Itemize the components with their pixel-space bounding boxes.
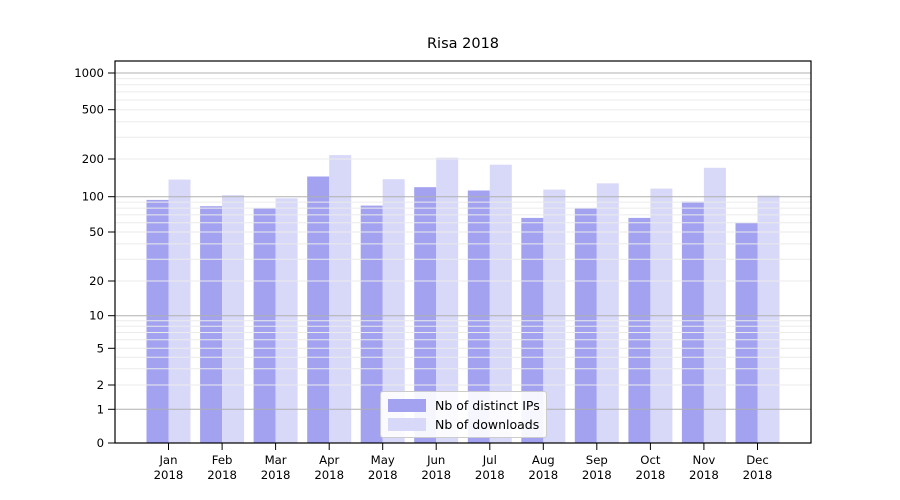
y-tick-label: 0 <box>97 436 104 450</box>
x-tick-label-year: 2018 <box>261 468 291 482</box>
bar-nb-of-distinct-ips-feb <box>200 206 223 443</box>
chart-title: Risa 2018 <box>426 36 500 52</box>
x-tick-label-month: Feb <box>212 453 233 467</box>
legend-swatch-distinct-ips <box>388 398 426 412</box>
bar-nb-of-distinct-ips-nov <box>681 201 704 443</box>
legend-swatch-downloads <box>388 417 426 431</box>
y-tick-label: 2 <box>97 378 104 392</box>
bar-nb-of-downloads-jan <box>168 179 191 443</box>
bar-nb-of-distinct-ips-mar <box>253 208 276 443</box>
x-tick-label-year: 2018 <box>689 468 719 482</box>
bar-nb-of-downloads-nov <box>703 167 726 444</box>
x-tick-label-year: 2018 <box>368 468 398 482</box>
x-tick-label-month: Jun <box>426 453 445 467</box>
x-tick-label-month: Aug <box>532 453 555 467</box>
x-tick-label-month: Nov <box>692 453 715 467</box>
bar-nb-of-distinct-ips-jan <box>146 199 169 443</box>
y-tick-label: 500 <box>82 103 104 117</box>
legend-item-distinct-ips: Nb of distinct IPs <box>388 397 540 413</box>
bar-nb-of-distinct-ips-sep <box>574 208 597 443</box>
x-tick-label-year: 2018 <box>154 468 184 482</box>
bar-nb-of-downloads-dec <box>757 195 780 443</box>
x-tick-label-month: Jul <box>482 453 497 467</box>
x-tick-label-month: Oct <box>640 453 661 467</box>
bar-nb-of-distinct-ips-may <box>360 205 383 443</box>
bar-nb-of-downloads-jul <box>489 164 512 443</box>
y-tick-label: 1000 <box>74 66 104 80</box>
y-tick-label: 1 <box>97 402 104 416</box>
x-tick-label-month: Mar <box>265 453 287 467</box>
x-tick-label-month: Dec <box>746 453 769 467</box>
x-tick-label-year: 2018 <box>582 468 612 482</box>
bar-nb-of-downloads-may <box>382 179 405 443</box>
y-tick-label: 50 <box>89 225 104 239</box>
x-tick-label-year: 2018 <box>421 468 451 482</box>
x-tick-label-year: 2018 <box>314 468 344 482</box>
x-tick-label-year: 2018 <box>475 468 505 482</box>
bar-nb-of-downloads-sep <box>596 183 619 444</box>
bar-nb-of-distinct-ips-oct <box>628 217 651 443</box>
x-tick-label-month: Jan <box>158 453 177 467</box>
y-tick-label: 200 <box>82 152 104 166</box>
bar-nb-of-distinct-ips-aug <box>521 217 544 443</box>
x-tick-label-year: 2018 <box>636 468 666 482</box>
y-tick-label: 100 <box>82 190 104 204</box>
x-tick-label-month: Sep <box>586 453 608 467</box>
bar-nb-of-distinct-ips-apr <box>307 176 330 443</box>
legend-label-distinct-ips: Nb of distinct IPs <box>435 397 540 413</box>
y-tick-label: 10 <box>89 309 104 323</box>
bar-nb-of-distinct-ips-jun <box>414 187 437 443</box>
x-tick-label-year: 2018 <box>207 468 237 482</box>
bar-nb-of-downloads-jun <box>436 157 459 443</box>
bar-nb-of-downloads-aug <box>543 189 566 443</box>
y-tick-label: 20 <box>89 274 104 288</box>
x-tick-label-year: 2018 <box>743 468 773 482</box>
y-tick-label: 5 <box>97 341 104 355</box>
x-tick-label-year: 2018 <box>528 468 558 482</box>
x-tick-label-month: Apr <box>319 453 339 467</box>
plot-border <box>114 60 812 444</box>
legend: Nb of distinct IPs Nb of downloads <box>380 391 547 438</box>
x-tick-label-month: May <box>371 453 395 467</box>
legend-label-downloads: Nb of downloads <box>435 416 540 432</box>
legend-item-downloads: Nb of downloads <box>388 416 540 432</box>
bar-nb-of-distinct-ips-jul <box>467 190 490 443</box>
bar-nb-of-downloads-feb <box>222 195 245 443</box>
bar-nb-of-downloads-apr <box>329 155 352 443</box>
